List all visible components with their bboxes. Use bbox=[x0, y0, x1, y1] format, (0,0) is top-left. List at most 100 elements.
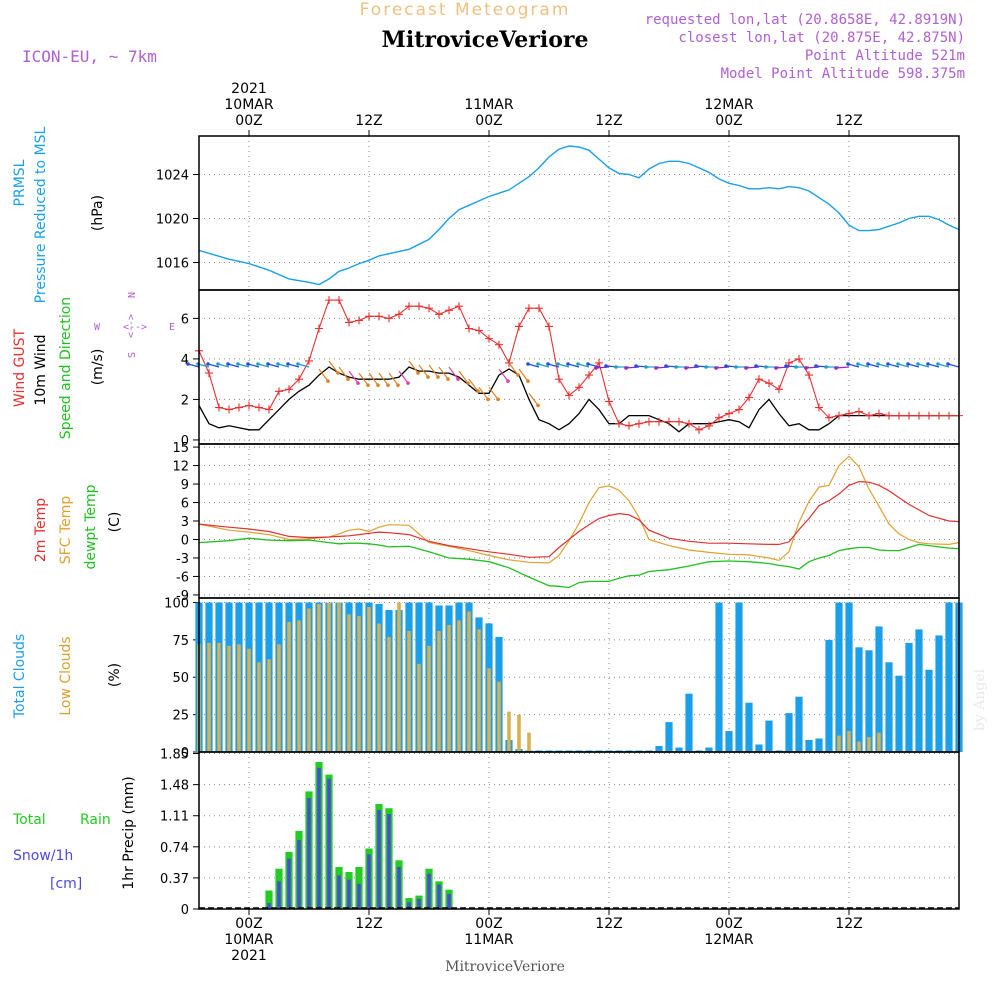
snow-bar bbox=[277, 881, 281, 909]
wind-gust-point bbox=[465, 324, 473, 333]
temperature-panel: 2m Temp SFC Temp dewpt Temp (C) -9 -6 -3 0 3… bbox=[33, 441, 960, 604]
wind-direction-arrows bbox=[186, 360, 960, 408]
snow-bar bbox=[367, 854, 371, 909]
total-cloud-bar bbox=[835, 602, 843, 752]
wind-direction-arrowhead bbox=[594, 366, 598, 370]
total-cloud-bar bbox=[705, 747, 713, 752]
wind-direction-arrowhead bbox=[256, 362, 260, 366]
wind-gust-point bbox=[815, 403, 823, 412]
total-cloud-bar bbox=[665, 722, 673, 752]
low-cloud-bar bbox=[347, 614, 351, 752]
wind-direction-arrow bbox=[508, 362, 519, 376]
y-tick-label: 0 bbox=[181, 746, 189, 761]
station-title: MitroviceVeriore bbox=[382, 27, 589, 53]
low-cloud-bar bbox=[877, 732, 881, 752]
wind-gust-point bbox=[685, 419, 693, 428]
wind-direction-arrow bbox=[297, 363, 310, 368]
clouds-ticks: 0 25 50 75 100 bbox=[164, 596, 199, 761]
low-cloud-bar bbox=[447, 624, 451, 752]
wind-gust-point bbox=[435, 310, 443, 319]
y-tick-label: 25 bbox=[172, 709, 189, 724]
wind-direction-arrow bbox=[267, 363, 280, 368]
wind-gust-point bbox=[385, 314, 393, 323]
wind-direction-arrowhead bbox=[526, 379, 530, 383]
wind-direction-arrowhead bbox=[876, 362, 880, 366]
wind-direction-arrow bbox=[408, 360, 419, 374]
clouds-label-total: Total Clouds bbox=[12, 634, 28, 719]
wind-gust-point bbox=[915, 411, 923, 420]
wind-direction-arrowhead bbox=[586, 362, 590, 366]
y-tick-label: 12 bbox=[172, 460, 189, 475]
top-time-label: 11MAR bbox=[464, 97, 513, 113]
top-time-label: 12Z bbox=[595, 113, 622, 129]
wind-direction-arrowhead bbox=[406, 381, 410, 385]
pressure-label-msl: Pressure Reduced to MSL bbox=[33, 126, 49, 303]
total-cloud-bar bbox=[865, 650, 873, 752]
wind-direction-arrowhead bbox=[236, 362, 240, 366]
wind-gust-point bbox=[735, 405, 743, 414]
wind-gust-point bbox=[375, 312, 383, 321]
low-cloud-bar bbox=[287, 621, 291, 752]
snow-bar bbox=[347, 879, 351, 909]
wind-direction-arrowhead bbox=[416, 371, 420, 375]
wind-gust-point bbox=[795, 354, 803, 363]
y-tick-label: -6 bbox=[176, 570, 189, 585]
y-tick-label: 75 bbox=[172, 634, 189, 649]
wind-gust-point bbox=[595, 358, 603, 367]
wind-direction-arrow bbox=[237, 363, 250, 368]
total-cloud-bar bbox=[815, 738, 823, 752]
wind-direction-arrow bbox=[388, 372, 399, 386]
wind-gust-point bbox=[345, 318, 353, 327]
wind-direction-arrowhead bbox=[724, 364, 728, 368]
y-tick-label: 15 bbox=[172, 441, 189, 456]
footer-station: MitroviceVeriore bbox=[445, 959, 565, 975]
wind-direction-arrow bbox=[557, 363, 570, 368]
low-cloud-bar bbox=[407, 630, 411, 752]
y-tick-label: 100 bbox=[164, 596, 189, 611]
temp-label-sfc: SFC Temp bbox=[58, 496, 74, 565]
compass-east: E bbox=[169, 322, 175, 333]
pressure-series bbox=[198, 145, 960, 286]
low-cloud-bar bbox=[857, 741, 861, 752]
snow-bar bbox=[447, 893, 451, 909]
closest-coords: closest lon,lat (20.875E, 42.875N) bbox=[678, 30, 965, 46]
temp-series bbox=[198, 455, 960, 589]
snow-bar bbox=[417, 898, 421, 909]
snow-bar bbox=[287, 858, 291, 909]
wind-direction-arrow bbox=[428, 364, 439, 378]
wind-direction-arrowhead bbox=[536, 403, 540, 408]
total-cloud-bar bbox=[715, 602, 723, 752]
wind-gust-point bbox=[615, 419, 623, 428]
wind-gust-point bbox=[555, 375, 563, 384]
wind-gust-point bbox=[645, 417, 653, 426]
wind-direction-arrow bbox=[187, 363, 200, 368]
wind-gust-point bbox=[585, 371, 593, 380]
compass-we-arrows: <--> bbox=[123, 322, 147, 333]
pressure-label-prmsl: PRMSL bbox=[12, 159, 28, 206]
wind-gust-point bbox=[305, 356, 313, 365]
wind-gust-point bbox=[895, 411, 903, 420]
low-cloud-bar bbox=[367, 607, 371, 752]
low-cloud-bar bbox=[467, 611, 471, 752]
wind-gust-point bbox=[365, 312, 373, 321]
top-time-label: 10MAR bbox=[224, 97, 273, 113]
bottom-time-label: 2021 bbox=[231, 948, 267, 964]
clouds-label-low: Low Clouds bbox=[58, 636, 74, 715]
wind-direction-arrowhead bbox=[866, 362, 870, 366]
bottom-time-label: 12Z bbox=[595, 916, 622, 932]
wind-direction-arrow bbox=[368, 372, 379, 386]
compass-west: W bbox=[94, 322, 101, 333]
low-cloud-bar bbox=[237, 644, 241, 752]
wind-direction-arrowhead bbox=[684, 366, 688, 370]
wind-direction-arrowhead bbox=[546, 362, 550, 366]
precip-panel: Total Rain Snow/1h [cm] 1hr Precip (mm) … bbox=[12, 748, 960, 918]
total-cloud-bar bbox=[905, 642, 913, 752]
wind-direction-arrow bbox=[927, 363, 940, 368]
precip-label-snow: Snow/1h bbox=[13, 848, 73, 864]
wind-direction-arrowhead bbox=[784, 364, 788, 368]
total-cloud-bar bbox=[825, 639, 833, 752]
wind-direction-arrowhead bbox=[754, 364, 758, 368]
low-cloud-bar bbox=[317, 604, 321, 752]
